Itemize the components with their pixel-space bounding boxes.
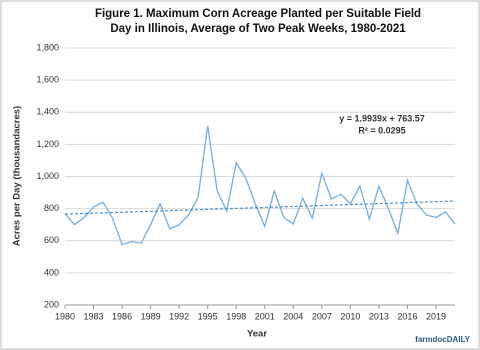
y-tick-label: 1,000 bbox=[36, 171, 59, 181]
x-tick-label: 2010 bbox=[340, 311, 360, 321]
x-tick-label: 2004 bbox=[283, 311, 303, 321]
y-tick-label: 1,800 bbox=[36, 42, 59, 52]
y-tick-label: 1,600 bbox=[36, 75, 59, 85]
chart-title: Day in Illinois, Average of Two Peak Wee… bbox=[110, 23, 406, 35]
trend-equation: y = 1.9939x + 763.57 bbox=[339, 113, 425, 123]
logo: farmdocDAILY bbox=[415, 335, 470, 344]
y-tick-label: 600 bbox=[44, 235, 59, 245]
x-tick-label: 1992 bbox=[169, 311, 189, 321]
y-tick-label: 400 bbox=[44, 267, 59, 277]
x-tick-label: 2019 bbox=[426, 311, 446, 321]
x-tick-label: 2016 bbox=[397, 311, 417, 321]
chart-title: Figure 1. Maximum Corn Acreage Planted p… bbox=[95, 8, 421, 20]
y-tick-label: 1,200 bbox=[36, 139, 59, 149]
y-axis-label: Acres per Day (thousandacres) bbox=[12, 106, 23, 246]
x-tick-label: 1998 bbox=[226, 311, 246, 321]
trend-r2: R² = 0.0295 bbox=[358, 125, 405, 135]
data-line bbox=[64, 125, 456, 246]
x-tick-label: 1986 bbox=[112, 311, 132, 321]
x-tick-label: 2007 bbox=[312, 311, 332, 321]
x-tick-label: 1989 bbox=[141, 311, 161, 321]
x-tick-label: 1995 bbox=[198, 311, 218, 321]
x-tick-label: 2013 bbox=[369, 311, 389, 321]
x-tick-label: 2001 bbox=[255, 311, 275, 321]
x-tick-label: 1983 bbox=[84, 311, 104, 321]
x-axis-label: Year bbox=[247, 329, 267, 340]
y-tick-label: 200 bbox=[44, 299, 59, 309]
y-tick-label: 800 bbox=[44, 203, 59, 213]
x-tick-label: 1980 bbox=[55, 311, 75, 321]
y-tick-label: 1,400 bbox=[36, 107, 59, 117]
trend-line bbox=[64, 200, 456, 215]
